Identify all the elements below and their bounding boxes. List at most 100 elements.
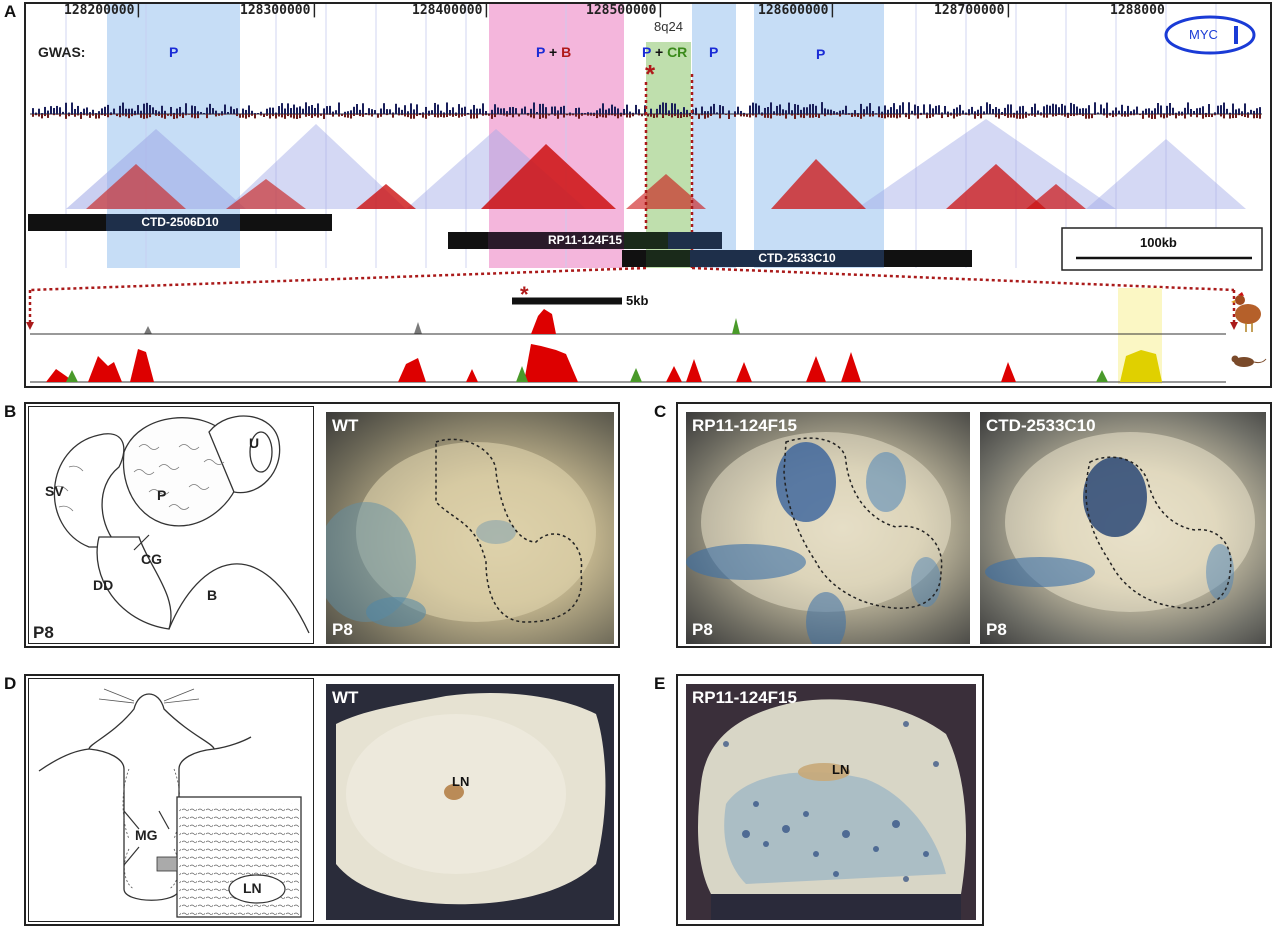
gwas-signal-bar xyxy=(272,107,274,114)
gwas-signal-bar xyxy=(530,114,532,118)
gwas-signal-bar xyxy=(671,114,673,118)
gwas-signal-bar xyxy=(584,114,586,115)
gwas-signal-bar xyxy=(743,112,745,114)
gwas-signal-bar xyxy=(506,114,508,117)
photo-d-wt: WT LN xyxy=(326,684,614,920)
gwas-signal-bar xyxy=(65,102,67,114)
gwas-signal-bar xyxy=(224,104,226,114)
gwas-signal-bar xyxy=(146,114,148,119)
gwas-signal-bar xyxy=(1253,110,1255,114)
gwas-signal-bar xyxy=(1205,112,1207,114)
gwas-signal-bar xyxy=(35,114,37,116)
gwas-signal-bar xyxy=(431,114,433,115)
gwas-signal-bar xyxy=(668,110,670,114)
gwas-signal-bar xyxy=(287,114,289,117)
clone-bar-ctd-2506d10: CTD-2506D10 xyxy=(28,214,332,231)
gwas-signal-bar xyxy=(947,114,949,118)
gwas-signal-bar xyxy=(170,114,172,117)
gwas-signal-bar xyxy=(1241,111,1243,114)
gwas-signal-bar xyxy=(689,112,691,114)
label-b: B xyxy=(207,587,218,603)
gwas-signal-bar xyxy=(434,114,436,118)
gwas-signal-bar xyxy=(1073,104,1075,114)
gwas-signal-bar xyxy=(887,114,889,118)
gwas-signal-bar xyxy=(542,103,544,114)
gwas-signal-bar xyxy=(1166,114,1168,118)
gwas-signal-bar xyxy=(296,107,298,114)
gwas-signal-bar xyxy=(962,110,964,114)
gwas-signal-bar xyxy=(605,109,607,114)
panel-letter-a: A xyxy=(4,2,17,21)
gwas-signal-bar xyxy=(851,114,853,117)
gwas-signal-bar xyxy=(440,114,442,117)
gwas-signal-bar xyxy=(197,114,199,119)
gwas-signal-bar xyxy=(662,114,664,118)
gwas-signal-bar xyxy=(875,114,877,115)
gwas-signal-bar xyxy=(77,105,79,114)
gwas-signal-bar xyxy=(1031,107,1033,114)
gwas-signal-bar xyxy=(1226,108,1228,114)
gwas-signal-bar xyxy=(776,114,778,116)
gwas-signal-bar xyxy=(299,114,301,119)
gwas-signal-bar xyxy=(704,111,706,114)
gwas-signal-bar xyxy=(788,102,790,114)
gwas-signal-bar xyxy=(104,114,106,117)
gwas-signal-bar xyxy=(1202,114,1204,119)
gwas-signal-bar xyxy=(920,112,922,114)
gwas-signal-bar xyxy=(413,109,415,114)
gwas-signal-bar xyxy=(1151,110,1153,114)
gwas-signal-bar xyxy=(929,114,931,119)
gwas-signal-bar xyxy=(344,111,346,114)
gwas-signal-bar xyxy=(572,113,574,114)
gwas-signal-bar xyxy=(626,114,628,118)
gwas-signal-bar xyxy=(143,103,145,114)
gwas-signal-bar xyxy=(722,106,724,114)
gwas-signal-bar xyxy=(80,111,82,114)
gwas-signal-bar xyxy=(281,103,283,114)
gwas-signal-bar xyxy=(275,114,277,119)
gwas-signal-bar xyxy=(128,108,130,114)
gwas-signal-bar xyxy=(350,114,352,119)
gwas-signal-bar xyxy=(35,112,37,114)
gwas-signal-bar xyxy=(410,103,412,114)
gwas-signal-bar xyxy=(1088,105,1090,114)
gwas-signal-bar xyxy=(815,105,817,114)
gwas-signal-bar xyxy=(158,111,160,114)
photo-d-label: WT xyxy=(332,688,359,707)
gwas-signal-bar xyxy=(779,104,781,114)
gwas-signal-bar xyxy=(1151,114,1153,119)
gwas-signal-bar xyxy=(1124,111,1126,114)
gwas-signal-bar xyxy=(971,106,973,114)
gwas-signal-bar xyxy=(1250,109,1252,114)
gwas-signal-bar xyxy=(104,106,106,114)
gwas-signal-bar xyxy=(908,102,910,114)
gwas-signal-bar xyxy=(752,114,754,116)
gwas-signal-bar xyxy=(194,106,196,114)
gwas-signal-bar xyxy=(251,110,253,114)
gwas-signal-bar xyxy=(347,111,349,114)
gwas-signal-bar xyxy=(974,114,976,119)
gwas-signal-bar xyxy=(113,108,115,114)
gwas-signal-bar xyxy=(1016,110,1018,114)
gwas-signal-bar xyxy=(614,106,616,114)
gwas-signal-bar xyxy=(914,104,916,114)
gwas-signal-bar xyxy=(320,113,322,114)
gwas-signal-bar xyxy=(1235,109,1237,114)
gwas-signal-bar xyxy=(437,104,439,114)
panel-letter-d: D xyxy=(4,674,17,693)
gwas-signal-bar xyxy=(1169,103,1171,114)
gwas-signal-bar xyxy=(380,114,382,117)
gwas-signal-bar xyxy=(569,114,571,116)
gwas-signal-bar xyxy=(884,105,886,114)
gwas-signal-bar xyxy=(170,106,172,114)
gwas-signal-bar xyxy=(425,114,427,119)
gwas-signal-bar xyxy=(581,114,583,116)
gwas-signal-bar xyxy=(254,113,256,114)
gwas-signal-bar xyxy=(1124,114,1126,117)
gwas-signal-bar xyxy=(281,114,283,118)
gwas-signal-bar xyxy=(827,109,829,114)
gwas-signal-bar xyxy=(608,114,610,116)
gwas-signal-bar xyxy=(332,114,334,117)
gwas-signal-bar xyxy=(290,108,292,114)
mouse-icon xyxy=(1231,355,1267,367)
